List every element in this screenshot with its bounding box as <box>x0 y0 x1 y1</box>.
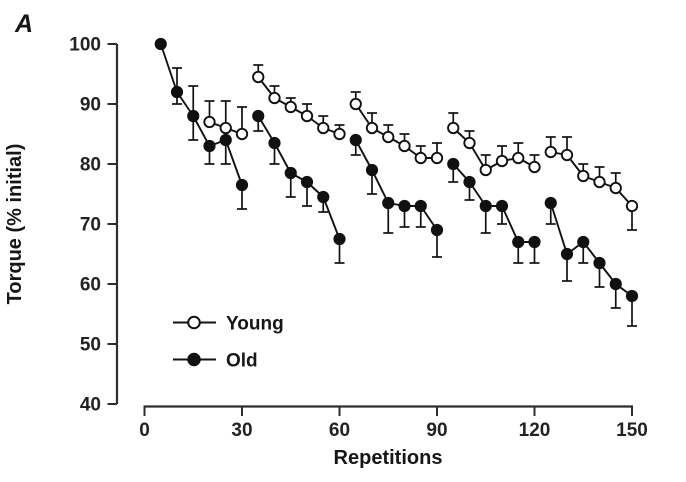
data-point-old <box>479 199 492 213</box>
data-point-young <box>544 145 557 159</box>
data-point-old <box>317 190 330 204</box>
data-point-old <box>382 196 395 210</box>
y-tick-label: 100 <box>69 35 101 56</box>
data-point-young <box>463 136 476 150</box>
data-point-young <box>252 70 265 84</box>
data-point-old <box>154 37 167 51</box>
data-point-young <box>495 154 509 168</box>
data-point-young <box>300 109 314 123</box>
data-point-old <box>300 175 314 189</box>
data-point-old <box>219 133 232 147</box>
data-point-young <box>398 139 411 153</box>
data-point-young <box>447 121 460 135</box>
data-point-old <box>495 199 509 213</box>
y-tick-label: 90 <box>80 95 101 116</box>
data-point-young <box>560 148 574 162</box>
legend-item-old: Old <box>173 351 258 372</box>
data-point-young <box>609 181 622 195</box>
x-tick-label: 150 <box>616 420 648 441</box>
data-point-old <box>512 235 525 249</box>
y-tick-label: 80 <box>80 155 101 176</box>
data-point-young <box>479 163 492 177</box>
series-young <box>203 64 639 231</box>
data-point-young <box>593 175 606 189</box>
data-point-old <box>398 199 411 213</box>
data-point-old <box>284 166 297 180</box>
open-circle-icon <box>187 315 201 330</box>
series-line-old <box>159 43 243 186</box>
data-point-young <box>333 127 346 141</box>
data-point-young <box>235 127 249 141</box>
data-point-old <box>560 247 574 261</box>
series-line-young <box>452 127 535 171</box>
data-point-young <box>430 151 444 165</box>
data-point-old <box>349 133 362 147</box>
data-point-young <box>219 121 232 135</box>
x-tick-label: 60 <box>329 420 350 441</box>
data-point-old <box>430 223 444 237</box>
data-point-old <box>463 175 476 189</box>
data-point-young <box>284 100 297 114</box>
y-tick-label: 70 <box>80 215 101 236</box>
data-point-old <box>528 235 541 249</box>
legend: Young Old <box>173 314 284 372</box>
data-point-young <box>382 130 395 144</box>
x-tick-label: 30 <box>231 420 252 441</box>
data-point-old <box>447 157 460 171</box>
data-point-young <box>203 115 216 129</box>
x-axis-title: Repetitions <box>334 447 443 469</box>
y-axis-title: Torque (% initial) <box>4 144 26 305</box>
legend-item-young: Young <box>173 314 284 335</box>
data-point-old <box>544 196 557 210</box>
series-line-young <box>550 151 633 207</box>
series-line-old <box>452 163 535 243</box>
data-point-young <box>268 91 281 105</box>
data-point-young <box>349 97 362 111</box>
data-point-young <box>414 151 427 165</box>
data-point-old <box>414 199 427 213</box>
data-point-old <box>203 139 216 153</box>
data-point-young <box>528 160 541 174</box>
plot-area: 100 90 80 70 60 50 40 0 30 60 90 120 150 <box>69 35 648 442</box>
series-old <box>154 37 639 327</box>
data-point-old <box>609 277 622 291</box>
x-tick-label: 0 <box>139 420 150 441</box>
data-point-old <box>365 163 379 177</box>
data-point-young <box>512 151 525 165</box>
data-point-old <box>577 235 590 249</box>
legend-label-young: Young <box>226 314 284 335</box>
filled-circle-icon <box>187 352 201 367</box>
data-point-old <box>187 109 200 123</box>
x-tick-label: 90 <box>426 420 447 441</box>
data-point-old <box>170 85 184 99</box>
data-point-old <box>593 256 606 270</box>
x-tick-label: 120 <box>519 420 551 441</box>
data-point-young <box>577 169 590 183</box>
y-tick-label: 40 <box>80 395 101 416</box>
data-point-old <box>252 109 265 123</box>
data-point-old <box>235 178 249 192</box>
panel-label: A <box>14 10 33 38</box>
data-point-old <box>268 136 281 150</box>
legend-label-old: Old <box>226 351 258 372</box>
series-line-old <box>257 115 341 240</box>
data-point-old <box>625 289 639 303</box>
data-point-young <box>317 121 330 135</box>
data-point-old <box>333 232 346 246</box>
y-tick-label: 50 <box>80 335 101 356</box>
data-point-young <box>365 121 379 135</box>
data-point-young <box>625 199 639 213</box>
y-tick-label: 60 <box>80 275 101 296</box>
